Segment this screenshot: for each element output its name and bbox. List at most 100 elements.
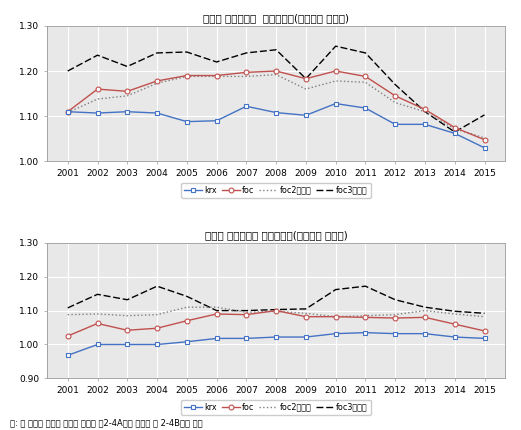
Line: foc: foc <box>65 68 487 142</box>
krx <box>481 145 488 150</box>
foc <box>214 311 220 316</box>
Line: foc3회이상: foc3회이상 <box>68 46 485 132</box>
foc <box>303 314 309 319</box>
krx <box>273 110 279 115</box>
foc2회미만 <box>332 78 339 83</box>
Text: 주: 위 그림과 관련된 통계는 〈부록 퍂2-4A〉와 〈부록 표 2-4B〉를 참조: 주: 위 그림과 관련된 통계는 〈부록 퍂2-4A〉와 〈부록 표 2-4B〉… <box>10 419 203 428</box>
foc <box>184 73 190 78</box>
foc3회이상 <box>392 297 399 302</box>
foc <box>422 315 428 320</box>
foc2회미만 <box>332 314 339 319</box>
krx <box>481 336 488 341</box>
krx <box>332 331 339 336</box>
foc <box>332 68 339 74</box>
foc <box>65 109 71 114</box>
foc2회미만 <box>94 96 101 101</box>
foc2회미만 <box>392 312 399 317</box>
Line: krx: krx <box>65 330 487 358</box>
Line: foc2회미만: foc2회미만 <box>68 307 485 316</box>
Legend: krx, foc, foc2회미만, foc3회이상: krx, foc, foc2회미만, foc3회이상 <box>181 399 371 415</box>
foc <box>214 73 220 78</box>
krx <box>422 331 428 336</box>
Line: foc3회이상: foc3회이상 <box>68 286 485 313</box>
krx <box>422 122 428 127</box>
foc2회미만 <box>273 72 279 77</box>
krx <box>124 342 130 347</box>
foc3회이상 <box>392 82 399 87</box>
Legend: krx, foc, foc2회미만, foc3회이상: krx, foc, foc2회미만, foc3회이상 <box>181 183 371 198</box>
foc3회이상 <box>124 297 130 302</box>
krx <box>303 113 309 118</box>
foc <box>481 137 488 142</box>
foc <box>273 68 279 74</box>
foc3회이상 <box>303 306 309 311</box>
foc3회이상 <box>243 50 250 55</box>
foc2회미만 <box>303 86 309 92</box>
foc <box>94 321 101 326</box>
krx <box>332 101 339 106</box>
foc <box>303 76 309 81</box>
foc3회이상 <box>243 308 250 313</box>
foc <box>154 78 160 83</box>
foc2회미만 <box>422 109 428 114</box>
foc <box>481 329 488 334</box>
krx <box>184 339 190 344</box>
foc <box>243 70 250 75</box>
krx <box>243 104 250 109</box>
foc <box>422 107 428 112</box>
foc <box>184 318 190 323</box>
foc3회이상 <box>481 311 488 316</box>
foc3회이상 <box>214 59 220 64</box>
Title: 고성장 선장횟수별 고용성장률(기업군별 중간치): 고성장 선장횟수별 고용성장률(기업군별 중간치) <box>205 230 348 241</box>
krx <box>392 331 399 336</box>
foc2회미만 <box>362 80 368 85</box>
foc2회미만 <box>243 310 250 315</box>
foc <box>154 326 160 331</box>
krx <box>214 118 220 123</box>
krx <box>154 111 160 116</box>
krx <box>362 105 368 111</box>
krx <box>94 342 101 347</box>
foc3회이상 <box>422 109 428 114</box>
foc3회이상 <box>184 294 190 299</box>
foc <box>65 333 71 338</box>
Line: foc2회미만: foc2회미만 <box>68 75 485 138</box>
foc2회미만 <box>65 110 71 115</box>
krx <box>452 335 458 340</box>
foc2회미만 <box>243 74 250 79</box>
foc3회이상 <box>481 112 488 117</box>
Line: krx: krx <box>65 101 487 150</box>
foc3회이상 <box>303 76 309 81</box>
foc <box>392 93 399 98</box>
krx <box>184 119 190 124</box>
foc3회이상 <box>184 49 190 55</box>
foc2회미만 <box>94 311 101 316</box>
foc2회미만 <box>422 308 428 313</box>
krx <box>303 335 309 340</box>
foc3회이상 <box>154 284 160 289</box>
foc <box>332 314 339 319</box>
foc3회이상 <box>452 309 458 314</box>
foc2회미만 <box>154 312 160 317</box>
foc3회이상 <box>422 304 428 310</box>
krx <box>452 131 458 136</box>
foc <box>94 86 101 92</box>
krx <box>65 353 71 358</box>
foc2회미만 <box>481 314 488 319</box>
foc3회이상 <box>94 292 101 297</box>
foc2회미만 <box>214 74 220 79</box>
krx <box>154 342 160 347</box>
foc3회이상 <box>332 43 339 49</box>
foc2회미만 <box>124 93 130 98</box>
foc2회미만 <box>124 313 130 318</box>
foc3회이상 <box>124 64 130 69</box>
foc3회이상 <box>273 47 279 52</box>
foc2회미만 <box>392 100 399 105</box>
Line: foc: foc <box>65 308 487 338</box>
foc2회미만 <box>481 135 488 141</box>
foc2회미만 <box>154 81 160 86</box>
foc3회이상 <box>273 307 279 312</box>
foc2회미만 <box>452 126 458 132</box>
krx <box>94 111 101 116</box>
foc2회미만 <box>273 309 279 314</box>
